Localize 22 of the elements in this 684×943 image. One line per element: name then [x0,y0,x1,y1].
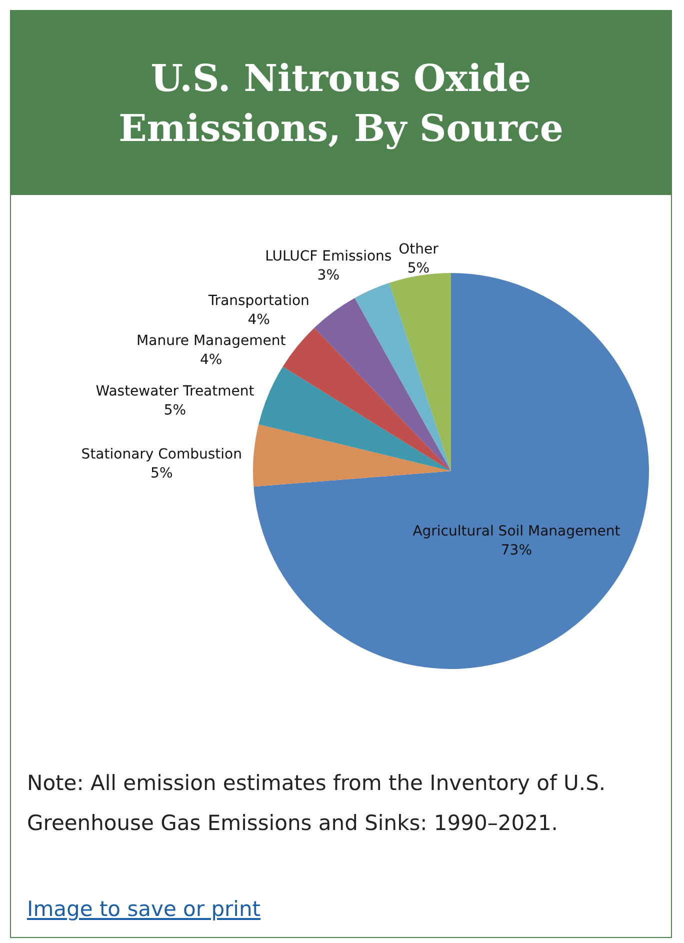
slice-label: Stationary Combustion [81,446,242,463]
text: Note: All emission estimates from the Inventory of U.S. Greenhouse Gas Emissions and Sinks: 1990–2021. [27,770,607,837]
data-label: 73% [500,542,532,558]
pie-slice [354,282,451,471]
slice-label: LULUCF Emissions [265,248,392,264]
pie-slice [253,424,451,487]
data-label: 3% [317,267,340,284]
slice-label: Manure Management [136,333,286,350]
data-label: 5% [407,260,430,277]
text: Image to save or print [27,896,262,923]
data-label: 5% [150,466,173,482]
pie-slice [258,366,451,471]
pie-slice [314,298,451,471]
data-label: 4% [248,312,270,328]
data-label: 5% [164,402,186,418]
slice-label: Wastewater Treatment [96,383,255,400]
slice-label: Transportation [207,293,310,310]
pie-slice [389,273,451,471]
chart-title: U.S. Nitrous Oxide Emissions, By Source [118,55,564,152]
slice-label: Agricultural Soil Management [412,523,621,540]
data-label: 4% [200,352,222,368]
slice-label: Other [398,242,439,258]
